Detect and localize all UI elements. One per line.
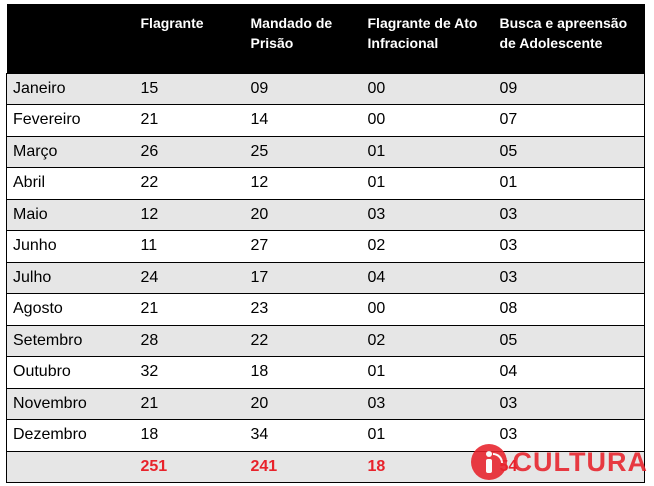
cell-flagrante: 21 [134,293,245,326]
table-container: Flagrante Mandado de Prisão Flagrante de… [6,4,645,483]
cell-month: Maio [6,198,135,231]
table-row: Janeiro 15 09 00 09 [6,72,645,105]
cell-month: Novembro [6,387,135,420]
watermark-text: CULTURA [512,446,648,477]
cell-flagrante: 15 [134,72,245,105]
cell-mandado-de-prisao: 27 [244,230,362,263]
cell-month: Outubro [6,356,135,389]
header-month [7,4,135,73]
cell-flagrante-ato-infracional: 03 [361,387,494,420]
cell-busca-apreensao-adolescente: 03 [493,419,645,452]
cell-busca-apreensao-adolescente: 04 [493,356,645,389]
cell-flagrante-ato-infracional: 01 [361,356,494,389]
cell-month: Setembro [6,324,135,357]
cell-busca-apreensao-adolescente: 08 [493,293,645,326]
cell-busca-apreensao-adolescente: 07 [493,104,645,137]
cell-busca-apreensao-adolescente: 03 [493,230,645,263]
cell-flagrante: 21 [134,387,245,420]
cell-busca-apreensao-adolescente: 09 [493,72,645,105]
cell-month: Fevereiro [6,104,135,137]
table-row: Março 26 25 01 05 [6,135,645,168]
cell-flagrante: 11 [134,230,245,263]
cell-month: Janeiro [6,72,135,105]
cell-month: Agosto [6,293,135,326]
table-row: Agosto 21 23 00 08 [6,293,645,326]
total-mandado-de-prisao: 241 [244,450,362,483]
cell-busca-apreensao-adolescente: 03 [493,387,645,420]
header-flagrante-ato-infracional: Flagrante de Ato Infracional [367,15,478,51]
cell-flagrante: 26 [134,135,245,168]
cell-month: Dezembro [6,419,135,452]
cell-flagrante-ato-infracional: 02 [361,230,494,263]
cell-flagrante-ato-infracional: 01 [361,135,494,168]
cell-mandado-de-prisao: 17 [244,261,362,294]
cell-mandado-de-prisao: 20 [244,387,362,420]
cell-flagrante-ato-infracional: 03 [361,198,494,231]
table-row: Abril 22 12 01 01 [6,167,645,200]
total-flagrante: 251 [134,450,245,483]
cultura-watermark-logo: CULTURA [470,444,648,480]
cell-flagrante-ato-infracional: 02 [361,324,494,357]
cell-flagrante-ato-infracional: 00 [361,293,494,326]
cell-mandado-de-prisao: 20 [244,198,362,231]
cell-month: Junho [6,230,135,263]
cell-busca-apreensao-adolescente: 05 [493,324,645,357]
cell-month: Abril [6,167,135,200]
cell-month: Março [6,135,135,168]
table-row: Setembro 28 22 02 05 [6,324,645,357]
header-busca-apreensao-adolescente: Busca e apreensão de Adolescente [499,15,628,51]
table-row: Junho 11 27 02 03 [6,230,645,263]
table-row: Dezembro 18 34 01 03 [6,419,645,452]
cell-mandado-de-prisao: 12 [244,167,362,200]
cell-flagrante: 18 [134,419,245,452]
cell-flagrante: 28 [134,324,245,357]
cell-flagrante: 22 [134,167,245,200]
cell-mandado-de-prisao: 34 [244,419,362,452]
cell-mandado-de-prisao: 18 [244,356,362,389]
cell-flagrante: 24 [134,261,245,294]
cell-flagrante-ato-infracional: 04 [361,261,494,294]
table-body: Janeiro 15 09 00 09 Fevereiro 21 14 00 07 Março 26 2… [6,72,645,452]
cell-mandado-de-prisao: 25 [244,135,362,168]
cell-flagrante-ato-infracional: 01 [361,167,494,200]
table-row: Fevereiro 21 14 00 07 [6,104,645,137]
table-row: Maio 12 20 03 03 [6,198,645,231]
cell-busca-apreensao-adolescente: 03 [493,261,645,294]
total-label [6,450,135,483]
cell-mandado-de-prisao: 14 [244,104,362,137]
cell-month: Julho [6,261,135,294]
cell-busca-apreensao-adolescente: 03 [493,198,645,231]
cell-mandado-de-prisao: 09 [244,72,362,105]
header-flagrante: Flagrante [140,15,204,31]
cell-flagrante-ato-infracional: 00 [361,72,494,105]
cell-mandado-de-prisao: 23 [244,293,362,326]
table-row: Novembro 21 20 03 03 [6,387,645,420]
cell-flagrante: 21 [134,104,245,137]
cell-flagrante: 32 [134,356,245,389]
cell-flagrante: 12 [134,198,245,231]
cell-busca-apreensao-adolescente: 01 [493,167,645,200]
table-row: Julho 24 17 04 03 [6,261,645,294]
cell-flagrante-ato-infracional: 00 [361,104,494,137]
cell-mandado-de-prisao: 22 [244,324,362,357]
info-icon [470,444,507,480]
cell-busca-apreensao-adolescente: 05 [493,135,645,168]
cell-flagrante-ato-infracional: 01 [361,419,494,452]
total-busca-apreensao-adolescente: 54 [493,450,645,483]
header-mandado-de-prisao: Mandado de Prisão [250,15,333,51]
table-header: Flagrante Mandado de Prisão Flagrante de… [6,4,645,73]
monthly-statistics-table: Flagrante Mandado de Prisão Flagrante de… [6,4,645,483]
table-row: Outubro 32 18 01 04 [6,356,645,389]
